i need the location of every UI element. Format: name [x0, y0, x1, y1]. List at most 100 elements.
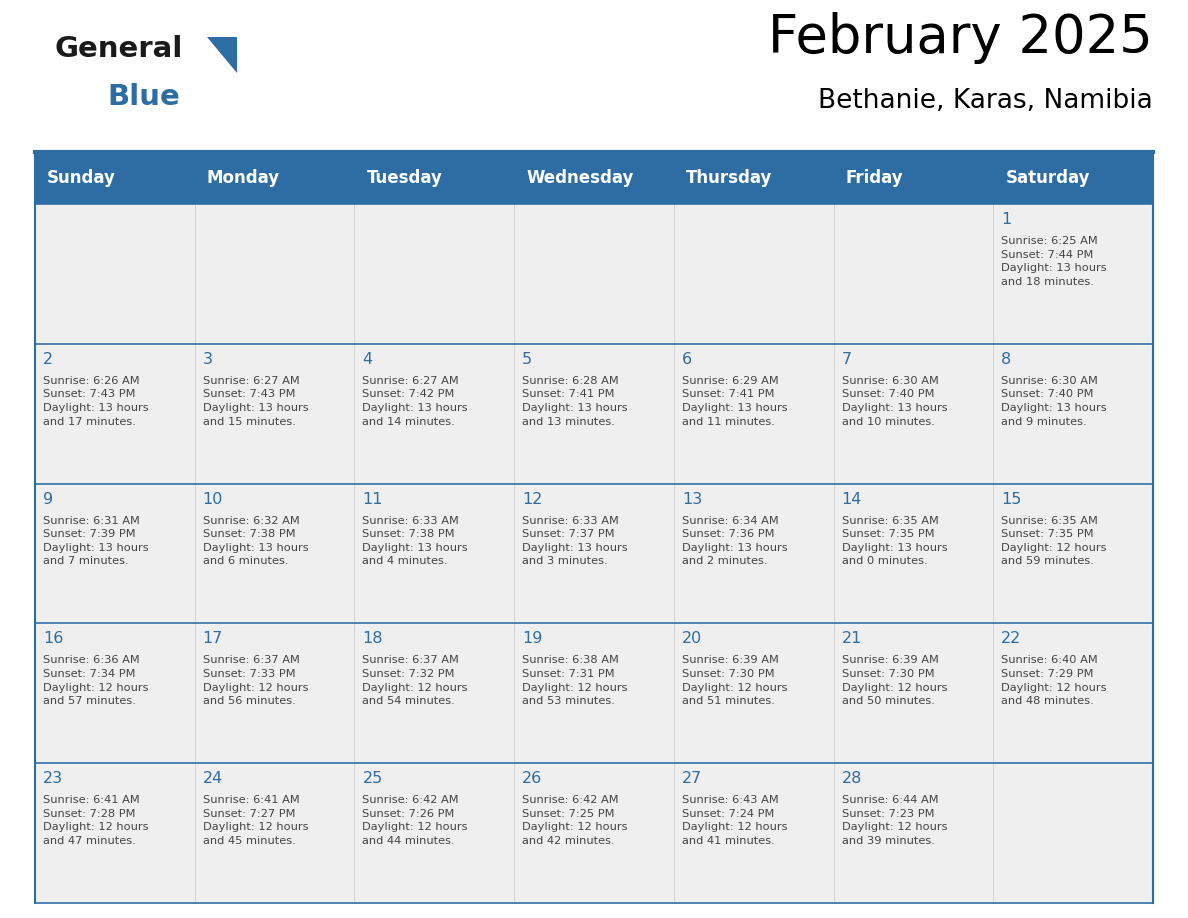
FancyBboxPatch shape: [195, 204, 354, 344]
Text: Sunrise: 6:31 AM
Sunset: 7:39 PM
Daylight: 13 hours
and 7 minutes.: Sunrise: 6:31 AM Sunset: 7:39 PM Dayligh…: [43, 516, 148, 566]
FancyBboxPatch shape: [993, 484, 1154, 623]
Text: Sunrise: 6:36 AM
Sunset: 7:34 PM
Daylight: 12 hours
and 57 minutes.: Sunrise: 6:36 AM Sunset: 7:34 PM Dayligh…: [43, 655, 148, 706]
Text: 25: 25: [362, 771, 383, 786]
FancyBboxPatch shape: [34, 623, 195, 763]
Text: Blue: Blue: [107, 83, 179, 111]
Polygon shape: [207, 37, 236, 73]
Text: 19: 19: [523, 632, 543, 646]
FancyBboxPatch shape: [195, 763, 354, 903]
FancyBboxPatch shape: [354, 204, 514, 344]
Text: Sunrise: 6:43 AM
Sunset: 7:24 PM
Daylight: 12 hours
and 41 minutes.: Sunrise: 6:43 AM Sunset: 7:24 PM Dayligh…: [682, 795, 788, 846]
FancyBboxPatch shape: [514, 763, 674, 903]
Text: Sunrise: 6:39 AM
Sunset: 7:30 PM
Daylight: 12 hours
and 51 minutes.: Sunrise: 6:39 AM Sunset: 7:30 PM Dayligh…: [682, 655, 788, 706]
Text: Sunrise: 6:44 AM
Sunset: 7:23 PM
Daylight: 12 hours
and 39 minutes.: Sunrise: 6:44 AM Sunset: 7:23 PM Dayligh…: [841, 795, 947, 846]
Text: Sunrise: 6:33 AM
Sunset: 7:38 PM
Daylight: 13 hours
and 4 minutes.: Sunrise: 6:33 AM Sunset: 7:38 PM Dayligh…: [362, 516, 468, 566]
FancyBboxPatch shape: [993, 763, 1154, 903]
FancyBboxPatch shape: [34, 152, 1154, 204]
Text: Tuesday: Tuesday: [366, 169, 442, 187]
Text: Wednesday: Wednesday: [526, 169, 633, 187]
FancyBboxPatch shape: [674, 763, 834, 903]
Text: Sunrise: 6:39 AM
Sunset: 7:30 PM
Daylight: 12 hours
and 50 minutes.: Sunrise: 6:39 AM Sunset: 7:30 PM Dayligh…: [841, 655, 947, 706]
Text: Sunrise: 6:42 AM
Sunset: 7:25 PM
Daylight: 12 hours
and 42 minutes.: Sunrise: 6:42 AM Sunset: 7:25 PM Dayligh…: [523, 795, 627, 846]
Text: General: General: [55, 35, 183, 63]
FancyBboxPatch shape: [354, 623, 514, 763]
FancyBboxPatch shape: [514, 484, 674, 623]
FancyBboxPatch shape: [34, 204, 195, 344]
Text: Sunrise: 6:28 AM
Sunset: 7:41 PM
Daylight: 13 hours
and 13 minutes.: Sunrise: 6:28 AM Sunset: 7:41 PM Dayligh…: [523, 375, 627, 427]
Text: Sunrise: 6:35 AM
Sunset: 7:35 PM
Daylight: 13 hours
and 0 minutes.: Sunrise: 6:35 AM Sunset: 7:35 PM Dayligh…: [841, 516, 947, 566]
FancyBboxPatch shape: [514, 623, 674, 763]
Text: Sunrise: 6:37 AM
Sunset: 7:33 PM
Daylight: 12 hours
and 56 minutes.: Sunrise: 6:37 AM Sunset: 7:33 PM Dayligh…: [203, 655, 308, 706]
Text: 28: 28: [841, 771, 862, 786]
FancyBboxPatch shape: [993, 204, 1154, 344]
Text: 23: 23: [43, 771, 63, 786]
Text: 3: 3: [203, 352, 213, 367]
Text: Sunrise: 6:41 AM
Sunset: 7:27 PM
Daylight: 12 hours
and 45 minutes.: Sunrise: 6:41 AM Sunset: 7:27 PM Dayligh…: [203, 795, 308, 846]
FancyBboxPatch shape: [514, 344, 674, 484]
FancyBboxPatch shape: [834, 204, 993, 344]
Text: Sunrise: 6:30 AM
Sunset: 7:40 PM
Daylight: 13 hours
and 10 minutes.: Sunrise: 6:30 AM Sunset: 7:40 PM Dayligh…: [841, 375, 947, 427]
Text: 15: 15: [1001, 492, 1022, 507]
Text: Sunrise: 6:33 AM
Sunset: 7:37 PM
Daylight: 13 hours
and 3 minutes.: Sunrise: 6:33 AM Sunset: 7:37 PM Dayligh…: [523, 516, 627, 566]
FancyBboxPatch shape: [834, 763, 993, 903]
Text: 10: 10: [203, 492, 223, 507]
FancyBboxPatch shape: [674, 344, 834, 484]
FancyBboxPatch shape: [993, 623, 1154, 763]
Text: 22: 22: [1001, 632, 1022, 646]
Text: 2: 2: [43, 352, 53, 367]
Text: 7: 7: [841, 352, 852, 367]
Text: 17: 17: [203, 632, 223, 646]
Text: 9: 9: [43, 492, 53, 507]
FancyBboxPatch shape: [34, 484, 195, 623]
FancyBboxPatch shape: [195, 344, 354, 484]
FancyBboxPatch shape: [195, 484, 354, 623]
FancyBboxPatch shape: [354, 344, 514, 484]
Text: Sunrise: 6:38 AM
Sunset: 7:31 PM
Daylight: 12 hours
and 53 minutes.: Sunrise: 6:38 AM Sunset: 7:31 PM Dayligh…: [523, 655, 627, 706]
Text: 21: 21: [841, 632, 862, 646]
Text: 24: 24: [203, 771, 223, 786]
FancyBboxPatch shape: [674, 204, 834, 344]
FancyBboxPatch shape: [34, 344, 195, 484]
Text: 26: 26: [523, 771, 543, 786]
Text: Friday: Friday: [846, 169, 903, 187]
Text: 6: 6: [682, 352, 691, 367]
Text: Saturday: Saturday: [1005, 169, 1089, 187]
Text: Bethanie, Karas, Namibia: Bethanie, Karas, Namibia: [819, 88, 1154, 114]
Text: 14: 14: [841, 492, 862, 507]
Text: 16: 16: [43, 632, 63, 646]
Text: Sunrise: 6:41 AM
Sunset: 7:28 PM
Daylight: 12 hours
and 47 minutes.: Sunrise: 6:41 AM Sunset: 7:28 PM Dayligh…: [43, 795, 148, 846]
Text: Sunrise: 6:27 AM
Sunset: 7:43 PM
Daylight: 13 hours
and 15 minutes.: Sunrise: 6:27 AM Sunset: 7:43 PM Dayligh…: [203, 375, 309, 427]
Text: February 2025: February 2025: [769, 12, 1154, 64]
FancyBboxPatch shape: [195, 623, 354, 763]
Text: 5: 5: [523, 352, 532, 367]
Text: Sunrise: 6:25 AM
Sunset: 7:44 PM
Daylight: 13 hours
and 18 minutes.: Sunrise: 6:25 AM Sunset: 7:44 PM Dayligh…: [1001, 236, 1107, 286]
FancyBboxPatch shape: [834, 623, 993, 763]
FancyBboxPatch shape: [674, 623, 834, 763]
Text: Thursday: Thursday: [685, 169, 772, 187]
FancyBboxPatch shape: [993, 344, 1154, 484]
FancyBboxPatch shape: [674, 484, 834, 623]
Text: Sunrise: 6:27 AM
Sunset: 7:42 PM
Daylight: 13 hours
and 14 minutes.: Sunrise: 6:27 AM Sunset: 7:42 PM Dayligh…: [362, 375, 468, 427]
Text: Sunrise: 6:40 AM
Sunset: 7:29 PM
Daylight: 12 hours
and 48 minutes.: Sunrise: 6:40 AM Sunset: 7:29 PM Dayligh…: [1001, 655, 1107, 706]
Text: Sunrise: 6:26 AM
Sunset: 7:43 PM
Daylight: 13 hours
and 17 minutes.: Sunrise: 6:26 AM Sunset: 7:43 PM Dayligh…: [43, 375, 148, 427]
Text: 12: 12: [523, 492, 543, 507]
FancyBboxPatch shape: [514, 204, 674, 344]
Text: 1: 1: [1001, 212, 1011, 227]
Text: Sunrise: 6:42 AM
Sunset: 7:26 PM
Daylight: 12 hours
and 44 minutes.: Sunrise: 6:42 AM Sunset: 7:26 PM Dayligh…: [362, 795, 468, 846]
Text: 4: 4: [362, 352, 373, 367]
Text: 27: 27: [682, 771, 702, 786]
Text: 18: 18: [362, 632, 383, 646]
Text: 20: 20: [682, 632, 702, 646]
FancyBboxPatch shape: [834, 344, 993, 484]
Text: Sunrise: 6:34 AM
Sunset: 7:36 PM
Daylight: 13 hours
and 2 minutes.: Sunrise: 6:34 AM Sunset: 7:36 PM Dayligh…: [682, 516, 788, 566]
FancyBboxPatch shape: [354, 484, 514, 623]
Text: 11: 11: [362, 492, 383, 507]
Text: Sunrise: 6:37 AM
Sunset: 7:32 PM
Daylight: 12 hours
and 54 minutes.: Sunrise: 6:37 AM Sunset: 7:32 PM Dayligh…: [362, 655, 468, 706]
Text: 8: 8: [1001, 352, 1011, 367]
Text: Sunday: Sunday: [48, 169, 116, 187]
Text: Sunrise: 6:32 AM
Sunset: 7:38 PM
Daylight: 13 hours
and 6 minutes.: Sunrise: 6:32 AM Sunset: 7:38 PM Dayligh…: [203, 516, 309, 566]
FancyBboxPatch shape: [834, 484, 993, 623]
Text: Sunrise: 6:29 AM
Sunset: 7:41 PM
Daylight: 13 hours
and 11 minutes.: Sunrise: 6:29 AM Sunset: 7:41 PM Dayligh…: [682, 375, 788, 427]
Text: Sunrise: 6:30 AM
Sunset: 7:40 PM
Daylight: 13 hours
and 9 minutes.: Sunrise: 6:30 AM Sunset: 7:40 PM Dayligh…: [1001, 375, 1107, 427]
FancyBboxPatch shape: [354, 763, 514, 903]
